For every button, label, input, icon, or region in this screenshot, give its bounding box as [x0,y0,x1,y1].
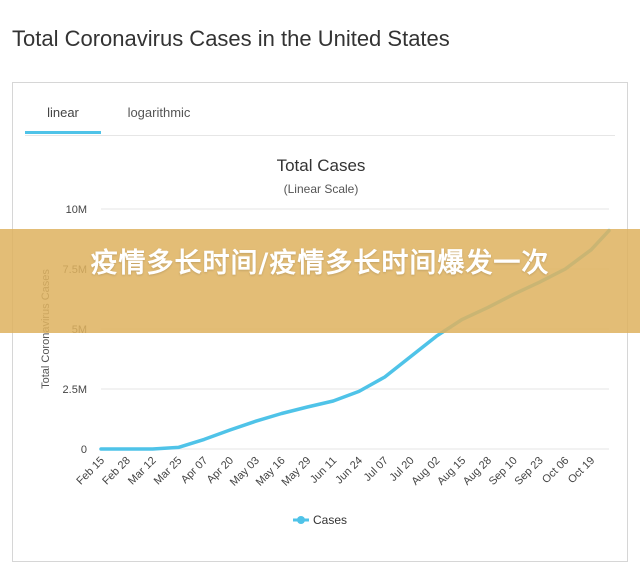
x-tick-label: Jun 24 [333,455,365,487]
data-point [151,447,154,451]
x-tick-label: Mar 25 [152,455,185,488]
data-point [125,447,128,451]
x-tick-label: May 29 [279,455,313,489]
x-tick-label: Oct 06 [540,455,571,486]
data-point [228,428,232,432]
overlay-text: 疫情多长时间/疫情多长时间爆发一次 [90,248,550,279]
x-tick-label: Jun 11 [308,455,339,486]
chart-title: Total Cases [277,156,366,175]
data-point [177,446,180,449]
y-tick-label: 10M [66,204,87,216]
data-point [435,335,438,338]
chart-subtitle: (Linear Scale) [284,182,359,196]
data-point [409,355,412,358]
data-point [99,447,103,451]
data-point [280,412,283,415]
data-point [306,405,309,409]
x-tick-label: Apr 07 [179,455,210,486]
scale-tabs: linear logarithmic [25,83,615,136]
data-point [254,419,257,423]
data-point [357,390,361,393]
chart-legend[interactable]: Cases [293,513,347,527]
legend-label-cases: Cases [313,513,347,527]
tab-linear[interactable]: linear [25,105,101,134]
x-tick-label: Feb 28 [100,455,133,488]
x-tick-label: Mar 12 [126,455,159,488]
x-tick-label: Sep 23 [513,455,546,488]
data-point [331,399,335,403]
page-title: Total Coronavirus Cases in the United St… [12,26,450,51]
data-point [202,438,206,441]
x-tick-label: Feb 15 [74,455,107,488]
overlay-banner: 疫情多长时间/疫情多长时间爆发一次 [0,229,640,333]
data-point [383,375,386,379]
tab-logarithmic[interactable]: logarithmic [127,105,191,120]
y-tick-label: 2.5M [63,384,87,396]
x-tick-label: Oct 19 [566,455,597,486]
x-tick-label: Jul 07 [362,455,391,484]
y-tick-label: 0 [81,444,87,456]
